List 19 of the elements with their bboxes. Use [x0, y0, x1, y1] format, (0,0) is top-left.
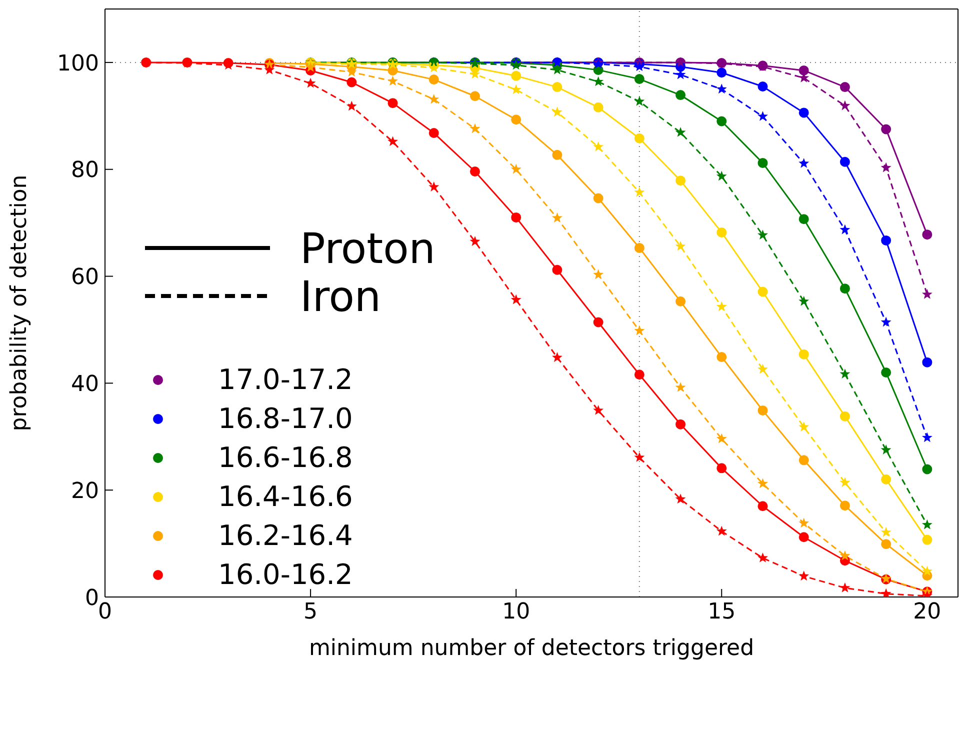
annotation: Iron [300, 272, 382, 320]
legend-label: 16.6-16.8 [218, 441, 353, 474]
annotation: Proton [300, 224, 436, 272]
legend-label: 16.0-16.2 [218, 558, 353, 591]
legend-label: 16.2-16.4 [218, 519, 353, 552]
x-tick-label: 20 [913, 600, 942, 625]
y-tick-label: 20 [71, 478, 99, 504]
y-tick-label: 100 [57, 51, 99, 76]
x-tick-label: 15 [708, 600, 736, 625]
y-tick-label: 40 [71, 372, 99, 397]
y-axis-title: probability of detection [6, 174, 32, 432]
x-axis-title: minimum number of detectors triggered [308, 636, 754, 661]
legend-label: 16.8-17.0 [218, 402, 353, 435]
x-tick-label: 10 [502, 600, 530, 625]
y-tick-label: 60 [71, 265, 99, 290]
y-tick-label: 80 [71, 158, 99, 184]
x-tick-label: 5 [304, 600, 318, 625]
legend-label: 17.0-17.2 [218, 363, 353, 396]
legend-label: 16.4-16.6 [218, 480, 353, 513]
